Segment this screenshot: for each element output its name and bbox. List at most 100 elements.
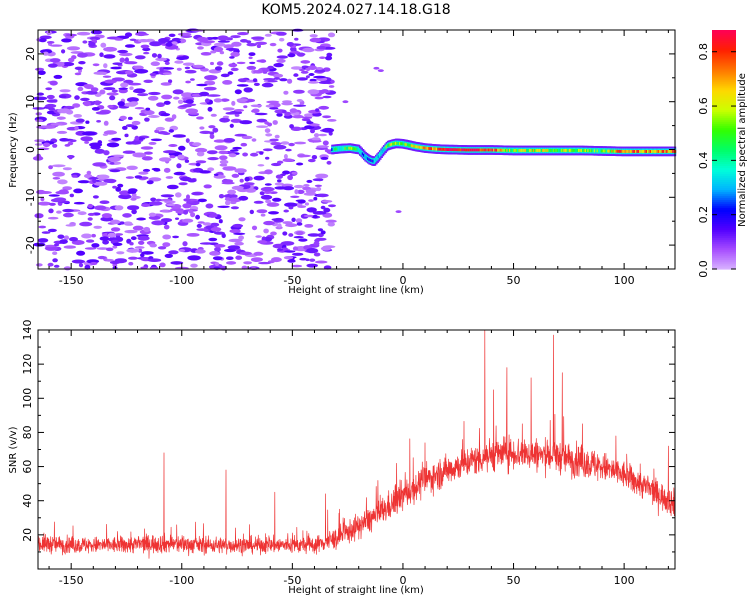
noise-cell <box>228 197 242 203</box>
y-tick-label: 10 <box>24 95 37 109</box>
colorbar-step <box>712 111 736 115</box>
noise-cell <box>206 94 221 97</box>
noise-cell <box>126 97 139 103</box>
noise-cell <box>312 178 324 182</box>
noise-cell <box>187 255 201 261</box>
colorbar-step <box>712 161 736 165</box>
noise-cell <box>176 67 182 71</box>
noise-cell <box>143 79 153 84</box>
ridge-core <box>520 149 524 152</box>
noise-cell <box>272 197 282 202</box>
noise-cell <box>196 116 204 120</box>
noise-cell <box>196 228 209 232</box>
noise-cell <box>142 168 151 172</box>
colorbar-tick-label: 0.0 <box>697 260 710 278</box>
ridge-core <box>523 149 527 152</box>
noise-cell <box>59 89 71 93</box>
ridge-core <box>495 148 499 152</box>
ridge-core <box>491 148 495 152</box>
noise-cell <box>119 115 127 120</box>
y-tick-label: 120 <box>21 354 34 375</box>
noise-cell <box>65 224 76 227</box>
colorbar-step <box>712 173 736 176</box>
noise-cell <box>308 158 316 163</box>
noise-cell <box>155 126 165 131</box>
noise-cell <box>132 65 141 70</box>
ridge-core <box>471 148 475 152</box>
noise-cell <box>303 184 310 187</box>
colorbar-step <box>712 163 736 167</box>
noise-cell <box>53 264 60 268</box>
noise-cell <box>99 89 106 95</box>
colorbar-step <box>712 149 736 153</box>
noise-cell <box>52 177 61 180</box>
noise-cell <box>250 257 263 262</box>
noise-cell <box>161 209 169 213</box>
noise-cell <box>280 241 295 246</box>
noise-cell <box>264 183 272 186</box>
noise-cell <box>296 52 305 57</box>
noise-cell <box>256 44 261 48</box>
noise-cell <box>112 242 123 246</box>
noise-cell <box>147 258 162 263</box>
ridge-core <box>442 147 446 151</box>
noise-cell <box>124 70 134 75</box>
noise-cell <box>34 139 45 143</box>
noise-cell <box>134 135 140 141</box>
noise-cell <box>166 203 176 207</box>
noise-cell <box>134 107 145 110</box>
noise-cell <box>326 160 332 165</box>
noise-cell <box>214 42 226 47</box>
ridge-core <box>428 147 431 150</box>
noise-cell <box>328 85 335 88</box>
noise-cell <box>56 116 66 120</box>
noise-cell <box>293 104 307 107</box>
colorbar-step <box>712 59 736 63</box>
x-tick-label: -50 <box>283 574 301 587</box>
colorbar-step <box>712 121 736 125</box>
noise-cell <box>299 257 308 261</box>
noise-cell <box>142 47 151 52</box>
noise-cell <box>282 158 294 162</box>
ridge-core <box>378 153 382 157</box>
noise-cell <box>61 62 75 67</box>
noise-cell <box>129 101 139 106</box>
noise-cell <box>257 240 268 244</box>
noise-cell <box>290 66 303 70</box>
noise-cell <box>149 72 157 77</box>
noise-cell <box>52 143 58 148</box>
spectrogram-ridge <box>331 138 677 166</box>
ridge-core <box>410 144 414 148</box>
noise-cell <box>164 117 175 122</box>
noise-cell <box>44 244 57 248</box>
noise-cell <box>92 195 99 199</box>
noise-cell <box>270 142 282 146</box>
noise-cell <box>168 33 176 37</box>
noise-cell <box>131 209 137 215</box>
colorbar-step <box>712 235 736 238</box>
ridge-core <box>393 142 397 146</box>
noise-cell <box>160 67 175 70</box>
noise-cell <box>178 182 188 186</box>
noise-cell <box>288 233 294 237</box>
colorbar-step <box>712 225 736 228</box>
colorbar-step <box>712 99 736 103</box>
noise-cell <box>93 225 102 229</box>
noise-cell <box>226 256 234 261</box>
ridge-core <box>672 150 675 153</box>
spectrogram-frame <box>37 29 676 270</box>
ridge-core <box>486 148 489 152</box>
noise-cell <box>148 91 161 96</box>
noise-cell <box>311 137 321 141</box>
noise-cell <box>96 174 110 180</box>
noise-cell <box>230 35 241 39</box>
colorbar-step <box>712 231 736 234</box>
noise-cell <box>304 224 314 228</box>
noise-cell <box>103 120 109 126</box>
ridge-core <box>372 159 375 163</box>
noise-cell <box>102 75 112 78</box>
noise-cell <box>71 259 85 264</box>
noise-cell <box>213 244 226 248</box>
noise-cell <box>307 233 320 237</box>
ridge-core <box>376 156 379 160</box>
